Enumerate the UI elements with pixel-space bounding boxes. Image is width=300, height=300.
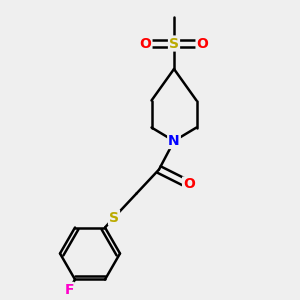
Text: F: F: [64, 283, 74, 297]
Text: S: S: [109, 211, 119, 224]
Text: N: N: [168, 134, 180, 148]
Text: O: O: [196, 37, 208, 50]
Text: O: O: [183, 178, 195, 191]
Text: O: O: [140, 37, 152, 50]
Text: S: S: [169, 37, 179, 50]
